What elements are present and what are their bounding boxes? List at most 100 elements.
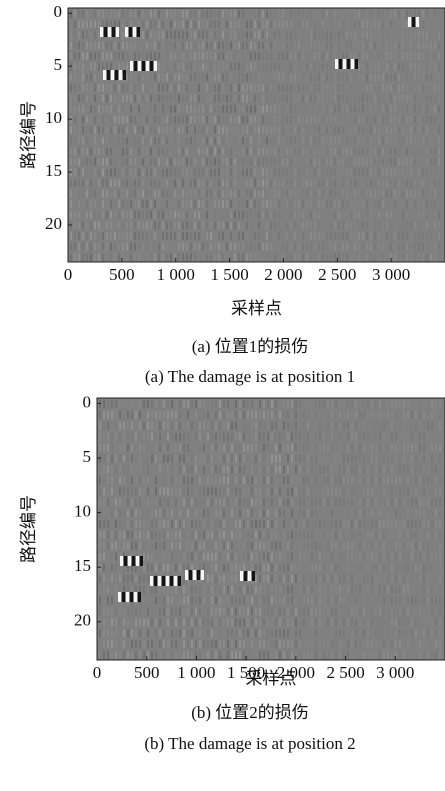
texture [98,148,100,156]
texture [174,95,176,103]
texture [366,63,368,71]
texture [375,651,377,659]
texture [174,42,176,50]
texture [366,179,368,187]
texture [199,466,201,474]
texture [422,243,424,251]
texture [115,476,117,484]
texture [231,575,233,583]
texture [322,84,324,92]
texture [286,21,288,29]
texture [338,42,340,50]
texture [234,158,236,166]
texture [234,95,236,103]
texture [123,640,125,648]
texture [142,31,144,39]
texture [131,466,133,474]
texture [438,21,440,29]
texture [191,476,193,484]
texture [170,232,172,240]
texture [186,137,188,145]
texture [147,411,149,419]
texture [294,95,296,103]
texture [122,84,124,92]
texture [403,597,405,605]
texture [359,520,361,528]
texture [115,597,117,605]
texture [399,444,401,452]
texture [370,179,372,187]
texture [322,10,324,18]
texture [395,476,397,484]
texture [395,422,397,430]
texture [367,498,369,506]
texture [283,422,285,430]
texture [119,640,121,648]
texture [415,520,417,528]
texture [302,21,304,29]
texture [323,498,325,506]
texture [382,169,384,177]
texture [175,498,177,506]
texture [299,422,301,430]
texture [242,10,244,18]
x-tick-label: 0 [93,663,102,682]
texture [203,520,205,528]
texture [119,70,122,80]
texture [230,116,232,124]
texture [430,31,432,39]
texture [426,10,428,18]
texture [311,553,313,561]
texture [242,84,244,92]
texture [226,84,228,92]
texture [403,531,405,539]
texture [395,444,397,452]
texture [202,190,204,198]
texture [166,243,168,251]
texture [287,531,289,539]
texture [263,476,265,484]
texture [82,95,84,103]
texture [134,232,136,240]
texture [330,74,332,82]
texture [290,126,292,134]
texture [423,466,425,474]
texture [299,509,301,517]
texture [274,52,276,60]
texture [78,232,80,240]
texture [243,597,245,605]
texture [162,232,164,240]
texture [154,10,156,18]
texture [414,137,416,145]
texture [279,586,281,594]
texture [346,148,348,156]
texture [283,531,285,539]
texture [223,531,225,539]
texture [167,651,169,659]
texture [412,17,415,27]
texture [138,201,140,209]
texture [362,243,364,251]
texture [226,211,228,219]
texture [146,105,148,113]
texture [290,158,292,166]
texture [379,455,381,463]
texture [374,52,376,60]
texture [327,542,329,550]
texture [386,105,388,113]
texture [391,607,393,615]
texture [234,116,236,124]
texture [131,607,133,615]
texture [210,63,212,71]
texture [106,52,108,60]
texture [374,21,376,29]
texture [147,618,149,626]
x-tick-label: 1 500 [210,265,248,284]
texture [390,105,392,113]
texture [146,61,149,71]
texture [434,211,436,219]
texture [383,476,385,484]
texture [335,607,337,615]
texture [186,116,188,124]
texture [350,222,352,230]
